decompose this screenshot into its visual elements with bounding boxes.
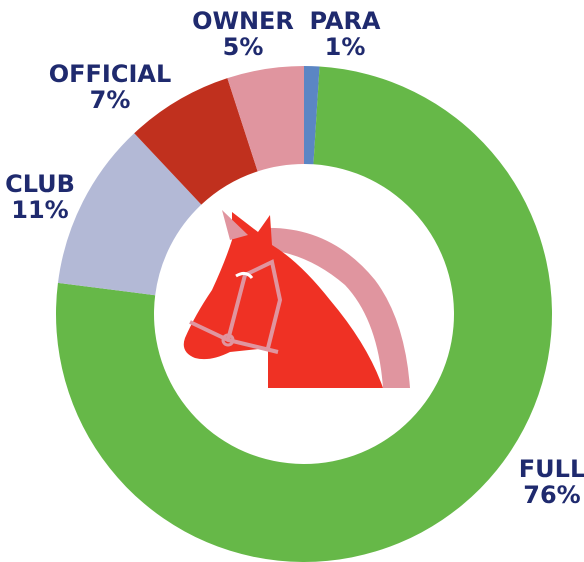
segment-label: PARA — [309, 7, 380, 35]
segment-label: OWNER — [192, 7, 294, 35]
value-label: 76% — [523, 481, 580, 509]
donut — [56, 66, 553, 562]
horse-icon — [183, 210, 410, 388]
segment-label: CLUB — [5, 170, 75, 198]
value-label: 1% — [325, 33, 366, 61]
donut-segment — [134, 78, 258, 205]
donut-segment — [304, 66, 320, 165]
donut-segment — [57, 133, 202, 296]
value-label: 11% — [11, 196, 68, 224]
segment-label: FULL — [519, 455, 584, 483]
segment-label: OFFICIAL — [49, 60, 172, 88]
donut-segment — [56, 66, 553, 562]
donut-segment — [227, 66, 304, 172]
value-label: 7% — [90, 86, 131, 114]
value-label: 5% — [223, 33, 264, 61]
